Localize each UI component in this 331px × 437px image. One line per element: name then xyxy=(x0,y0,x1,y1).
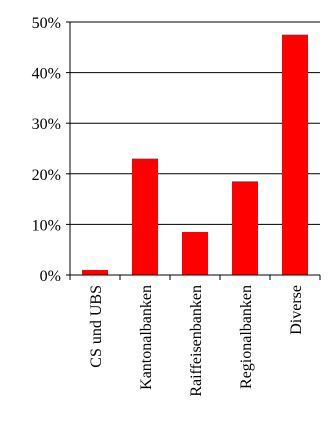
gridlines xyxy=(70,21,320,225)
y-tick-label: 20% xyxy=(32,167,61,184)
x-tick-label: Raiffeisenbanken xyxy=(188,285,205,397)
axes xyxy=(66,21,321,280)
bar-kantonalbanken xyxy=(132,158,158,275)
bar-regionalbanken xyxy=(232,181,258,275)
bar-cs-und-ubs xyxy=(82,269,108,275)
y-tick-label: 30% xyxy=(32,116,61,133)
y-tick-labels: 0% 10% 20% 30% 40% 50% xyxy=(32,15,61,285)
x-tick-label: Regionalbanken xyxy=(238,285,255,389)
y-tick-label: 0% xyxy=(40,268,61,285)
bars xyxy=(82,34,308,276)
y-tick-label: 10% xyxy=(32,217,61,234)
x-tick-label: Kantonalbanken xyxy=(138,285,155,390)
y-tick-label: 50% xyxy=(32,15,61,32)
x-tick-label: CS und UBS xyxy=(88,285,105,368)
x-tick-labels: CS und UBS Kantonalbanken Raiffeisenbanken… xyxy=(88,285,305,397)
bar-diverse xyxy=(282,34,308,276)
x-tick-label: Diverse xyxy=(288,285,305,335)
y-tick-label: 40% xyxy=(32,66,61,83)
bar-raiffeisenbanken xyxy=(182,231,208,275)
